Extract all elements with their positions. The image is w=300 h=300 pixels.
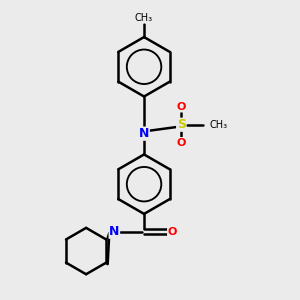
Text: S: S [177,118,186,131]
Text: O: O [176,102,186,112]
Text: N: N [139,127,149,140]
Text: CH₃: CH₃ [209,120,228,130]
Text: CH₃: CH₃ [135,13,153,23]
Text: O: O [168,227,177,237]
Text: N: N [109,225,119,238]
Text: O: O [176,138,186,148]
